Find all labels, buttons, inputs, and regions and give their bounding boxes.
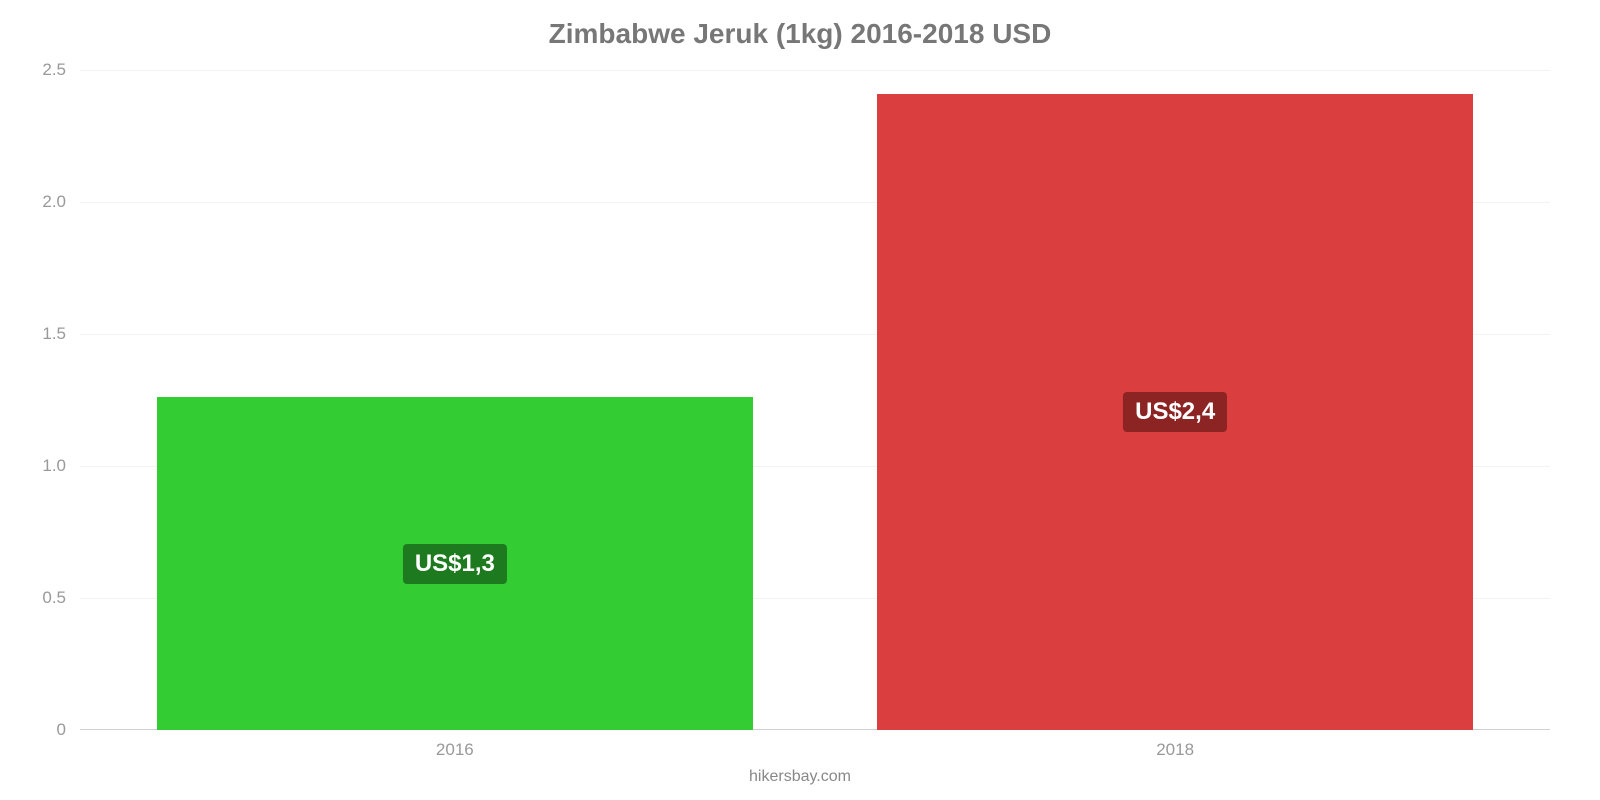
ytick-label: 0.5 xyxy=(42,588,66,608)
ytick-label: 2.0 xyxy=(42,192,66,212)
xtick-label: 2016 xyxy=(436,740,474,760)
ytick-label: 0 xyxy=(57,720,66,740)
chart-title: Zimbabwe Jeruk (1kg) 2016-2018 USD xyxy=(0,18,1600,50)
ytick-label: 1.0 xyxy=(42,456,66,476)
ytick-label: 2.5 xyxy=(42,60,66,80)
ytick-label: 1.5 xyxy=(42,324,66,344)
plot-area: US$1,3US$2,4 00.51.01.52.02.520162018 xyxy=(80,70,1550,730)
value-badge: US$1,3 xyxy=(403,544,507,584)
xtick-label: 2018 xyxy=(1156,740,1194,760)
source-text: hikersbay.com xyxy=(0,768,1600,786)
value-badge: US$2,4 xyxy=(1123,392,1227,432)
bar-chart: Zimbabwe Jeruk (1kg) 2016-2018 USD US$1,… xyxy=(0,0,1600,800)
bars-layer: US$1,3 US$2,4 xyxy=(80,70,1550,730)
